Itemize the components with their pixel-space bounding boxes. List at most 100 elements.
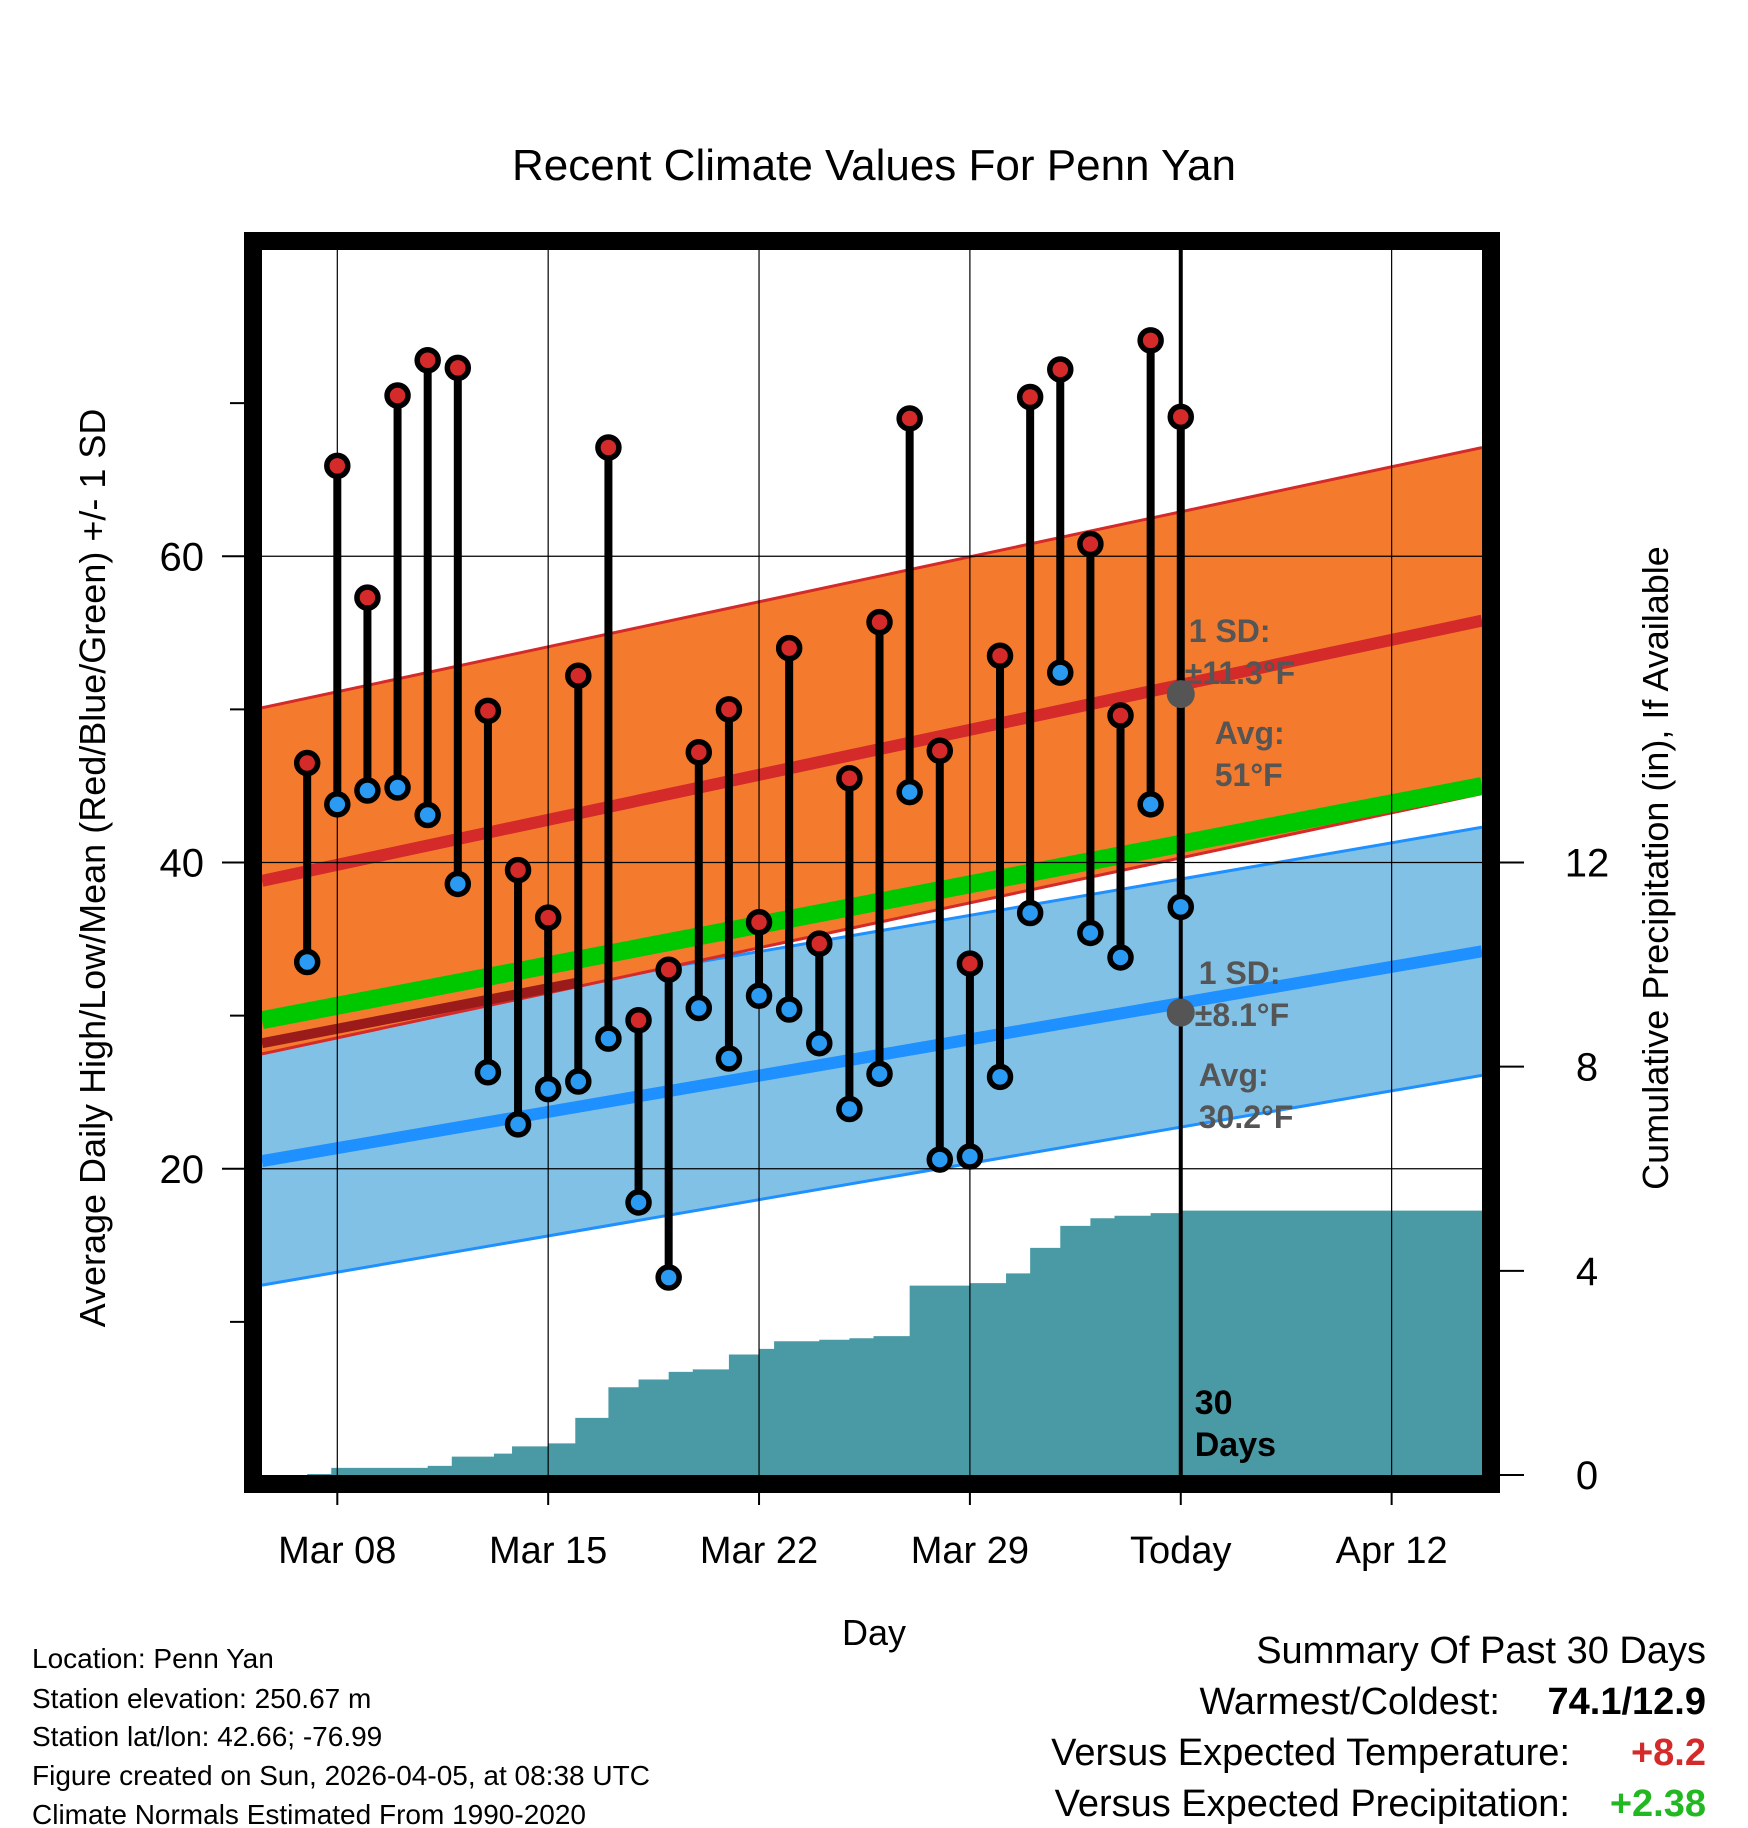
low-point	[685, 994, 713, 1022]
chart-title: Recent Climate Values For Penn Yan	[512, 141, 1236, 190]
x-tick-label: Mar 29	[911, 1530, 1029, 1572]
high-point	[534, 904, 562, 931]
high-point	[836, 765, 863, 792]
x-tick-label: Mar 22	[700, 1530, 818, 1572]
high-point	[655, 956, 682, 983]
high-sd-value: ±11.3°F	[1185, 655, 1295, 691]
high-point	[1137, 327, 1164, 354]
high-point	[1167, 403, 1195, 431]
plot-frame	[244, 232, 1500, 1493]
low-point	[715, 1045, 743, 1072]
x-tick-label: Mar 15	[489, 1530, 607, 1572]
y-left-tick-label: 40	[160, 842, 205, 886]
footer-info: Location: Penn Yan Station elevation: 25…	[32, 1643, 650, 1828]
high-point	[956, 950, 984, 977]
plot-area: 1 SD: ±11.3°F Avg: 51°F 1 SD: ±8.1°F Avg: 30.2°…	[160, 232, 1610, 1572]
y-axis-label-left: Average Daily High/Low/Mean (Red/Blue/Gr…	[72, 409, 113, 1328]
high-point	[474, 697, 502, 725]
low-point	[655, 1264, 682, 1291]
low-avg-line	[262, 945, 1482, 1168]
low-point	[534, 1075, 562, 1103]
low-point	[324, 791, 351, 818]
high-avg-label: Avg:	[1215, 715, 1285, 751]
high-point	[625, 1006, 652, 1034]
high-point	[1077, 530, 1104, 558]
low-today-avg-marker	[1166, 998, 1195, 1027]
y-right-tick-label: 0	[1576, 1454, 1598, 1498]
y-axis-label-right: Cumulative Precipitation (in), If Availa…	[1635, 546, 1676, 1190]
y-left-tick-label: 60	[160, 535, 205, 579]
high-point	[1107, 702, 1134, 729]
low-sd-value: ±8.1°F	[1195, 997, 1289, 1033]
low-point	[896, 778, 923, 806]
high-point	[745, 908, 773, 936]
high-point	[806, 930, 833, 957]
low-point	[595, 1025, 622, 1052]
x-axis-label: Day	[842, 1612, 906, 1653]
low-point	[926, 1146, 954, 1173]
low-point	[806, 1029, 833, 1057]
low-point	[444, 870, 472, 898]
high-point	[293, 749, 321, 777]
low-point	[354, 777, 381, 804]
low-point	[745, 982, 773, 1009]
low-band-lower-edge	[262, 1073, 1482, 1287]
y-left-tick-label: 20	[160, 1148, 205, 1192]
high-point	[595, 434, 622, 461]
days-count-label: 30	[1195, 1384, 1233, 1422]
x-tick-label: Mar 08	[278, 1530, 396, 1572]
y-right-tick-label: 8	[1576, 1046, 1598, 1090]
y-right-tick-label: 4	[1576, 1250, 1598, 1294]
high-point	[444, 354, 472, 382]
summary-precip-label: Versus Expected Precipitation:	[1055, 1783, 1570, 1825]
days-word-label: Days	[1195, 1426, 1276, 1464]
high-point	[926, 737, 954, 764]
summary-warm-cold-value: 74.1/12.9	[1548, 1681, 1706, 1723]
footer-created: Figure created on Sun, 2026-04-05, at 08…	[32, 1760, 650, 1791]
high-point	[866, 608, 893, 636]
low-point	[775, 996, 803, 1023]
low-point	[474, 1059, 502, 1086]
high-point	[896, 405, 923, 432]
high-point	[565, 662, 592, 689]
low-point	[625, 1189, 652, 1216]
low-avg-label: Avg:	[1199, 1057, 1269, 1093]
high-avg-value: 51°F	[1215, 757, 1283, 793]
low-point	[414, 801, 441, 829]
low-avg-value: 30.2°F	[1199, 1099, 1294, 1135]
summary-warm-cold-label: Warmest/Coldest:	[1199, 1681, 1500, 1723]
mean-avg-line	[262, 777, 1482, 1030]
high-point	[504, 856, 532, 884]
high-band-low-edge-shadow	[262, 977, 580, 1049]
low-point	[1077, 919, 1104, 947]
high-point	[715, 696, 743, 723]
x-tick-label: Apr 12	[1336, 1530, 1448, 1572]
low-point	[293, 948, 321, 976]
high-avg-line	[262, 614, 1482, 887]
low-point	[1016, 899, 1044, 927]
low-point	[1107, 944, 1134, 971]
low-point	[866, 1060, 893, 1088]
low-point	[504, 1111, 532, 1138]
high-band-lower-edge	[262, 792, 1482, 1056]
low-point	[986, 1063, 1014, 1091]
low-point	[836, 1095, 863, 1123]
low-point	[1137, 791, 1164, 818]
high-point	[414, 347, 441, 374]
y-right-tick-label: 12	[1565, 842, 1610, 886]
high-point	[1047, 356, 1074, 383]
summary-title: Summary Of Past 30 Days	[1256, 1630, 1706, 1672]
precip-area	[262, 1210, 1482, 1475]
footer-elevation: Station elevation: 250.67 m	[32, 1683, 371, 1714]
x-tick-label: Today	[1130, 1530, 1231, 1572]
high-sd-label: 1 SD:	[1189, 613, 1271, 649]
summary-panel: Summary Of Past 30 Days Warmest/Coldest:…	[1051, 1630, 1706, 1825]
low-point	[1167, 893, 1195, 921]
high-today-avg-marker	[1166, 680, 1195, 709]
high-point	[384, 382, 411, 409]
low-point	[1047, 659, 1074, 686]
low-point	[384, 774, 411, 801]
low-point	[565, 1068, 592, 1095]
summary-temp-value: +8.2	[1631, 1732, 1706, 1774]
